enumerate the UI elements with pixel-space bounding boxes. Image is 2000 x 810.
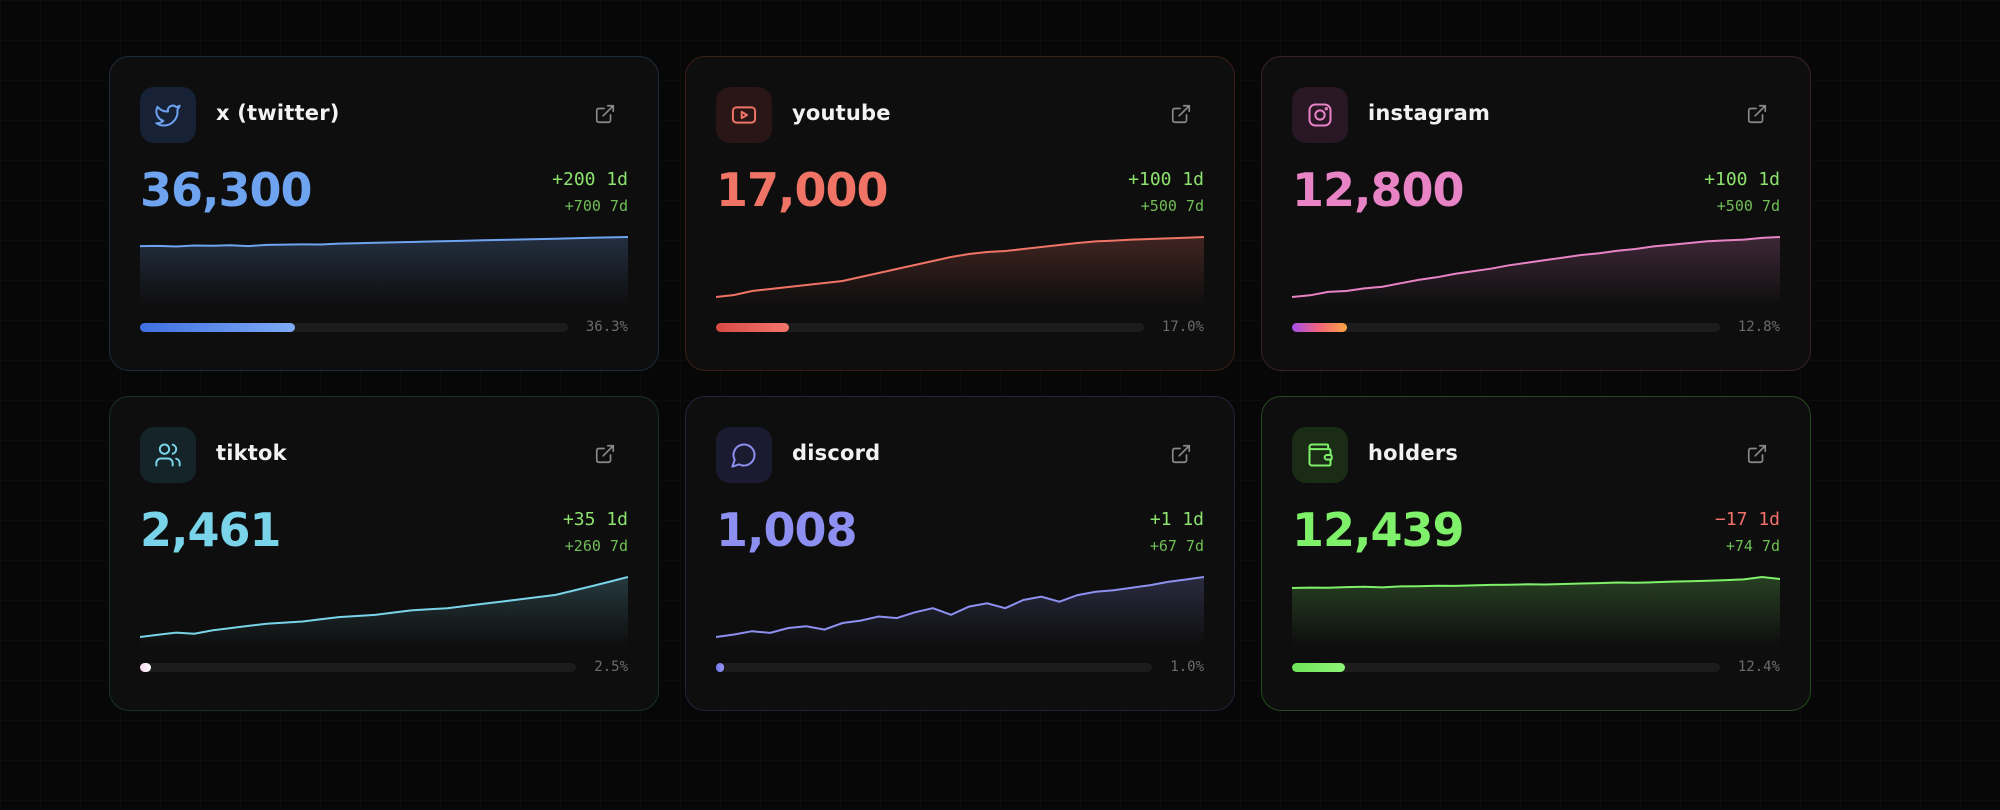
wallet-icon <box>1308 443 1333 467</box>
sparkline-line <box>1292 236 1780 298</box>
external-link-icon[interactable] <box>1170 443 1192 465</box>
external-link-icon[interactable] <box>594 443 616 465</box>
progress-percent: 17.0% <box>1161 319 1204 335</box>
card-holders[interactable]: holders 12,439 −17 1d +74 7d 12.4% <box>1261 396 1811 711</box>
youtube-play-icon <box>731 106 757 124</box>
sparkline-area <box>1292 577 1780 702</box>
sparkline-chart <box>716 236 1204 362</box>
follower-count: 2,461 <box>140 503 282 557</box>
change-1d: +100 1d <box>1704 169 1780 190</box>
holders-icon-box <box>1292 427 1348 483</box>
change-7d: +67 7d <box>1149 537 1204 555</box>
change-7d: +500 7d <box>1716 197 1780 215</box>
sparkline-chart <box>140 576 628 702</box>
progress-fill <box>140 323 296 332</box>
progress-track <box>140 323 568 332</box>
change-1d: −17 1d <box>1714 509 1780 530</box>
sparkline-line <box>1292 575 1780 589</box>
progress-track <box>716 663 1152 672</box>
instagram-camera-icon <box>1308 103 1332 127</box>
follower-count: 12,800 <box>1292 163 1465 217</box>
follower-count: 12,439 <box>1292 503 1465 557</box>
youtube-icon-box <box>716 87 772 143</box>
sparkline-line <box>140 576 628 638</box>
platform-name: tiktok <box>216 441 287 465</box>
external-link-icon[interactable] <box>1746 103 1768 125</box>
change-7d: +500 7d <box>1140 197 1204 215</box>
progress-track <box>1292 323 1720 332</box>
sparkline-area <box>716 577 1204 702</box>
sparkline-line <box>716 576 1204 638</box>
tiktok-icon-box <box>140 427 196 483</box>
sparkline-line <box>140 236 628 248</box>
change-7d: +260 7d <box>564 537 628 555</box>
progress-percent: 1.0% <box>1170 659 1204 675</box>
social-stats-grid: x (twitter) 36,300 +200 1d +700 7d 36.3%… <box>109 56 1811 711</box>
progress-fill <box>716 323 789 332</box>
progress-track <box>140 663 576 672</box>
progress-fill <box>1292 663 1346 672</box>
platform-name: youtube <box>792 101 891 125</box>
users-icon <box>155 443 181 467</box>
change-1d: +35 1d <box>562 509 628 530</box>
sparkline-chart <box>1292 575 1780 702</box>
external-link-icon[interactable] <box>1170 103 1192 125</box>
change-1d: +1 1d <box>1149 509 1204 530</box>
card-tiktok[interactable]: tiktok 2,461 +35 1d +260 7d 2.5% <box>109 396 659 711</box>
card-instagram[interactable]: instagram 12,800 +100 1d +500 7d 12.8% <box>1261 56 1811 371</box>
card-youtube[interactable]: youtube 17,000 +100 1d +500 7d 17.0% <box>685 56 1235 371</box>
change-1d: +200 1d <box>552 169 628 190</box>
sparkline-chart <box>1292 236 1780 362</box>
progress-percent: 12.8% <box>1737 319 1780 335</box>
progress-fill <box>716 663 724 672</box>
follower-count: 1,008 <box>716 503 858 557</box>
card-twitter[interactable]: x (twitter) 36,300 +200 1d +700 7d 36.3% <box>109 56 659 371</box>
sparkline-chart <box>716 576 1204 702</box>
sparkline-line <box>716 236 1204 298</box>
progress-percent: 12.4% <box>1737 659 1780 675</box>
twitter-icon-box <box>140 87 196 143</box>
card-discord[interactable]: discord 1,008 +1 1d +67 7d 1.0% <box>685 396 1235 711</box>
chat-bubble-icon <box>731 443 756 468</box>
progress-fill <box>1292 323 1347 332</box>
progress-track <box>1292 663 1720 672</box>
platform-name: holders <box>1368 441 1459 465</box>
follower-count: 17,000 <box>716 163 889 217</box>
platform-name: instagram <box>1368 101 1491 125</box>
sparkline-area <box>140 237 628 362</box>
change-7d: +700 7d <box>564 197 628 215</box>
progress-percent: 36.3% <box>585 319 628 335</box>
change-7d: +74 7d <box>1725 537 1780 555</box>
sparkline-chart <box>140 236 628 362</box>
progress-track <box>716 323 1144 332</box>
twitter-bird-icon <box>155 104 181 127</box>
platform-name: x (twitter) <box>216 101 340 125</box>
discord-icon-box <box>716 427 772 483</box>
external-link-icon[interactable] <box>594 103 616 125</box>
platform-name: discord <box>792 441 881 465</box>
instagram-icon-box <box>1292 87 1348 143</box>
follower-count: 36,300 <box>140 163 313 217</box>
progress-percent: 2.5% <box>594 659 628 675</box>
change-1d: +100 1d <box>1128 169 1204 190</box>
external-link-icon[interactable] <box>1746 443 1768 465</box>
progress-fill <box>140 663 151 672</box>
sparkline-area <box>1292 237 1780 362</box>
